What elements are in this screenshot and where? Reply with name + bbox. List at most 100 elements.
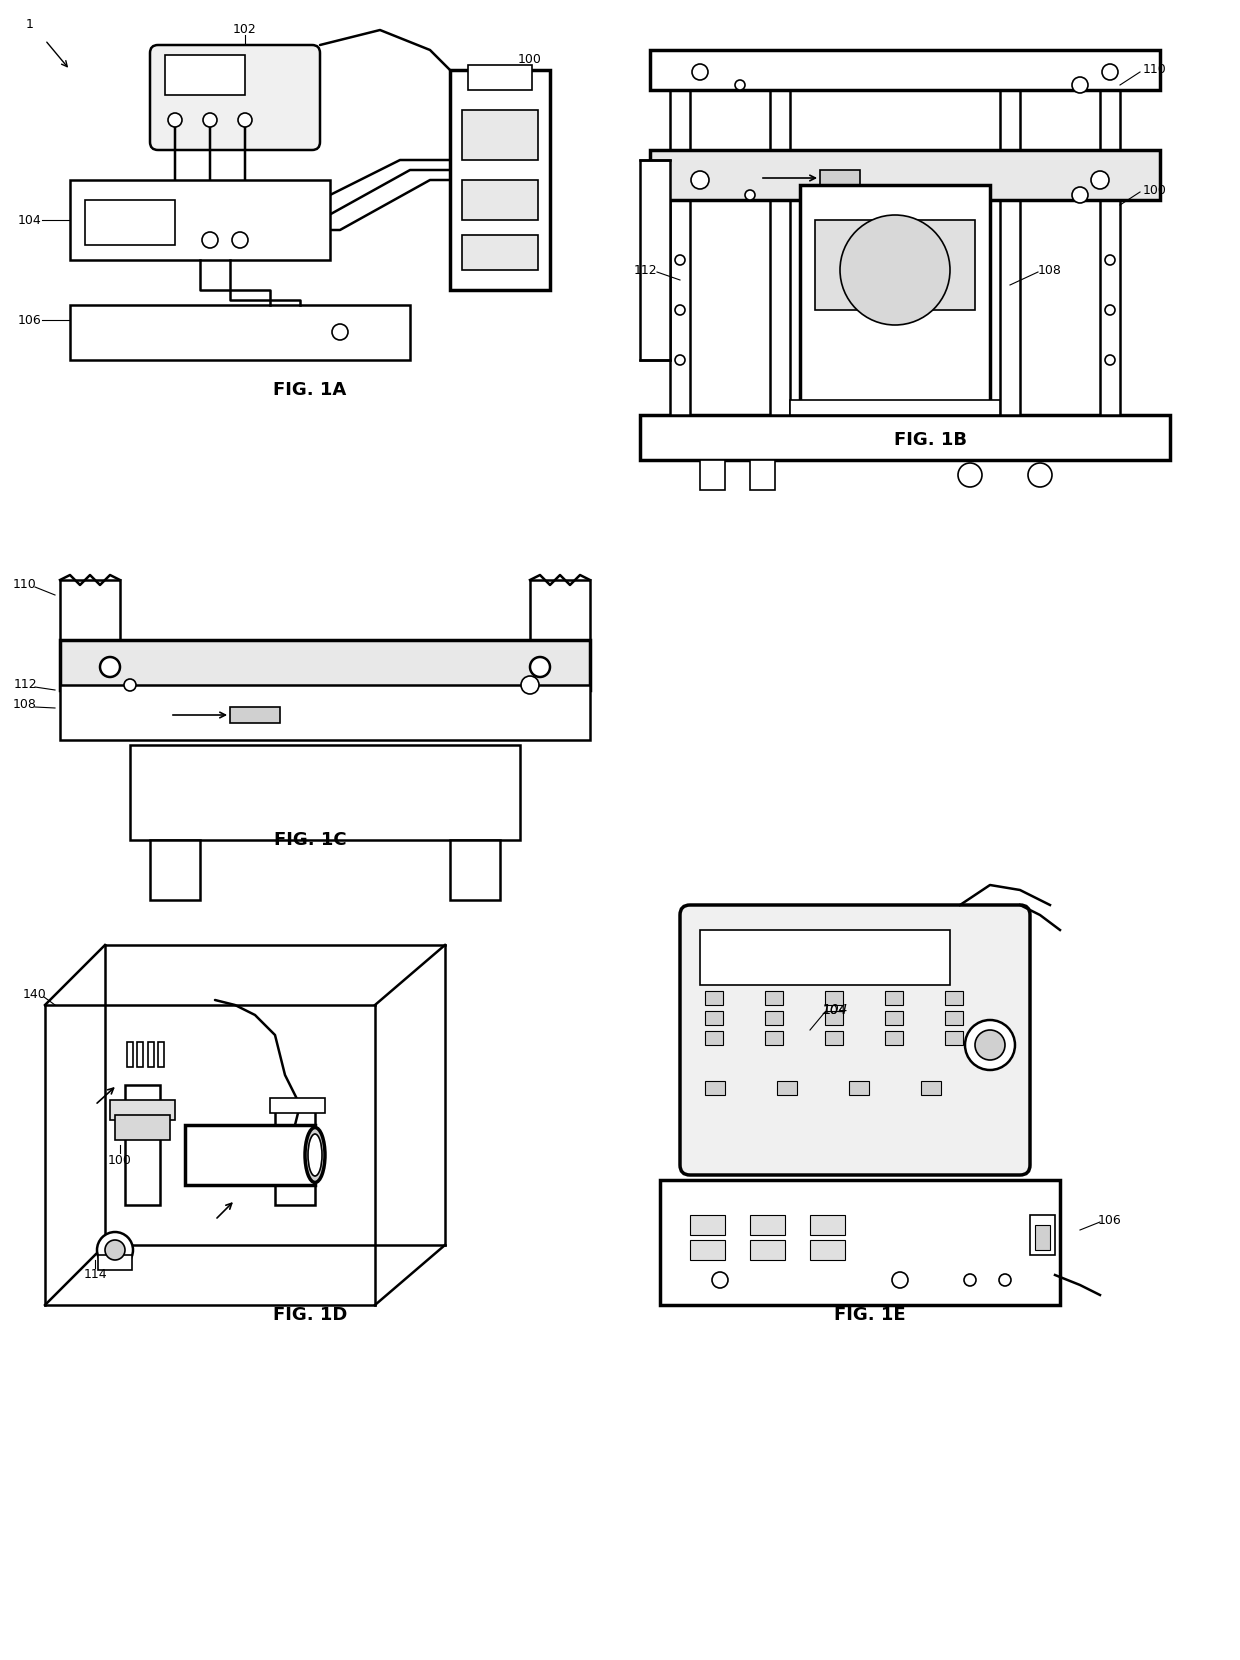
- FancyBboxPatch shape: [820, 169, 861, 186]
- FancyBboxPatch shape: [849, 1081, 869, 1096]
- FancyBboxPatch shape: [750, 1215, 785, 1235]
- FancyBboxPatch shape: [945, 1011, 963, 1024]
- FancyBboxPatch shape: [463, 236, 538, 271]
- FancyBboxPatch shape: [157, 1042, 164, 1067]
- Text: 100: 100: [1143, 184, 1167, 196]
- FancyBboxPatch shape: [660, 1180, 1060, 1305]
- Circle shape: [105, 1240, 125, 1260]
- Circle shape: [232, 232, 248, 247]
- Text: 112: 112: [14, 679, 37, 692]
- Circle shape: [975, 1029, 1004, 1061]
- FancyBboxPatch shape: [115, 1116, 170, 1140]
- Text: 106: 106: [1099, 1213, 1122, 1227]
- FancyBboxPatch shape: [689, 1240, 725, 1260]
- Circle shape: [712, 1272, 728, 1288]
- FancyBboxPatch shape: [1030, 1215, 1055, 1255]
- FancyBboxPatch shape: [800, 184, 990, 405]
- FancyBboxPatch shape: [815, 221, 975, 310]
- Circle shape: [965, 1019, 1016, 1071]
- Text: 104: 104: [822, 1003, 848, 1018]
- FancyBboxPatch shape: [810, 1240, 844, 1260]
- FancyBboxPatch shape: [706, 1011, 723, 1024]
- Ellipse shape: [308, 1134, 322, 1175]
- FancyBboxPatch shape: [825, 1031, 843, 1046]
- FancyBboxPatch shape: [921, 1081, 941, 1096]
- FancyBboxPatch shape: [463, 179, 538, 221]
- Circle shape: [675, 256, 684, 266]
- Circle shape: [124, 679, 136, 691]
- Circle shape: [202, 232, 218, 247]
- Circle shape: [745, 189, 755, 199]
- FancyBboxPatch shape: [765, 1011, 782, 1024]
- FancyBboxPatch shape: [185, 1125, 315, 1185]
- FancyBboxPatch shape: [825, 991, 843, 1004]
- FancyBboxPatch shape: [650, 50, 1159, 90]
- FancyBboxPatch shape: [750, 460, 775, 490]
- FancyBboxPatch shape: [86, 199, 175, 246]
- Circle shape: [1028, 463, 1052, 486]
- Text: 112: 112: [634, 264, 657, 277]
- FancyBboxPatch shape: [706, 991, 723, 1004]
- Circle shape: [1105, 256, 1115, 266]
- Text: 104: 104: [823, 1004, 847, 1016]
- FancyBboxPatch shape: [668, 50, 692, 65]
- Circle shape: [839, 216, 950, 325]
- FancyBboxPatch shape: [148, 1042, 154, 1067]
- FancyBboxPatch shape: [165, 55, 246, 95]
- FancyBboxPatch shape: [150, 45, 320, 149]
- Text: FIG. 1D: FIG. 1D: [273, 1306, 347, 1325]
- Circle shape: [963, 1273, 976, 1286]
- FancyBboxPatch shape: [125, 1086, 160, 1205]
- Ellipse shape: [305, 1127, 325, 1182]
- FancyBboxPatch shape: [810, 1215, 844, 1235]
- FancyBboxPatch shape: [945, 991, 963, 1004]
- Circle shape: [1105, 355, 1115, 365]
- Circle shape: [735, 80, 745, 90]
- Circle shape: [521, 676, 539, 694]
- FancyBboxPatch shape: [60, 641, 590, 691]
- FancyBboxPatch shape: [136, 1042, 143, 1067]
- Text: 108: 108: [14, 699, 37, 712]
- FancyBboxPatch shape: [689, 1215, 725, 1235]
- FancyBboxPatch shape: [750, 1240, 785, 1260]
- Circle shape: [892, 1272, 908, 1288]
- FancyBboxPatch shape: [885, 991, 903, 1004]
- Text: 140: 140: [24, 988, 47, 1001]
- FancyBboxPatch shape: [701, 460, 725, 490]
- Circle shape: [1091, 171, 1109, 189]
- Text: 114: 114: [83, 1268, 107, 1282]
- FancyBboxPatch shape: [130, 745, 520, 840]
- Text: 110: 110: [1143, 63, 1167, 76]
- Text: 108: 108: [1038, 264, 1061, 277]
- FancyBboxPatch shape: [69, 179, 330, 261]
- Circle shape: [691, 171, 709, 189]
- FancyBboxPatch shape: [60, 686, 590, 740]
- Text: FIG. 1B: FIG. 1B: [894, 432, 966, 448]
- FancyBboxPatch shape: [275, 1106, 315, 1205]
- Text: 106: 106: [19, 314, 42, 327]
- Circle shape: [1073, 76, 1087, 93]
- FancyBboxPatch shape: [640, 415, 1171, 460]
- Text: 102: 102: [233, 23, 257, 37]
- Circle shape: [1073, 188, 1087, 203]
- Circle shape: [675, 355, 684, 365]
- FancyBboxPatch shape: [706, 1081, 725, 1096]
- Text: 1: 1: [26, 18, 33, 32]
- Circle shape: [203, 113, 217, 128]
- Circle shape: [999, 1273, 1011, 1286]
- FancyBboxPatch shape: [768, 50, 792, 65]
- FancyBboxPatch shape: [69, 305, 410, 360]
- FancyBboxPatch shape: [640, 159, 670, 360]
- Circle shape: [97, 1232, 133, 1268]
- FancyBboxPatch shape: [60, 579, 120, 651]
- FancyBboxPatch shape: [467, 65, 532, 90]
- Circle shape: [529, 657, 551, 677]
- FancyBboxPatch shape: [1035, 1225, 1050, 1250]
- FancyBboxPatch shape: [150, 840, 200, 900]
- Circle shape: [1102, 65, 1118, 80]
- Text: 100: 100: [518, 53, 542, 66]
- FancyBboxPatch shape: [765, 1031, 782, 1046]
- Text: FIG. 1E: FIG. 1E: [835, 1306, 905, 1325]
- Circle shape: [692, 65, 708, 80]
- FancyBboxPatch shape: [670, 65, 689, 415]
